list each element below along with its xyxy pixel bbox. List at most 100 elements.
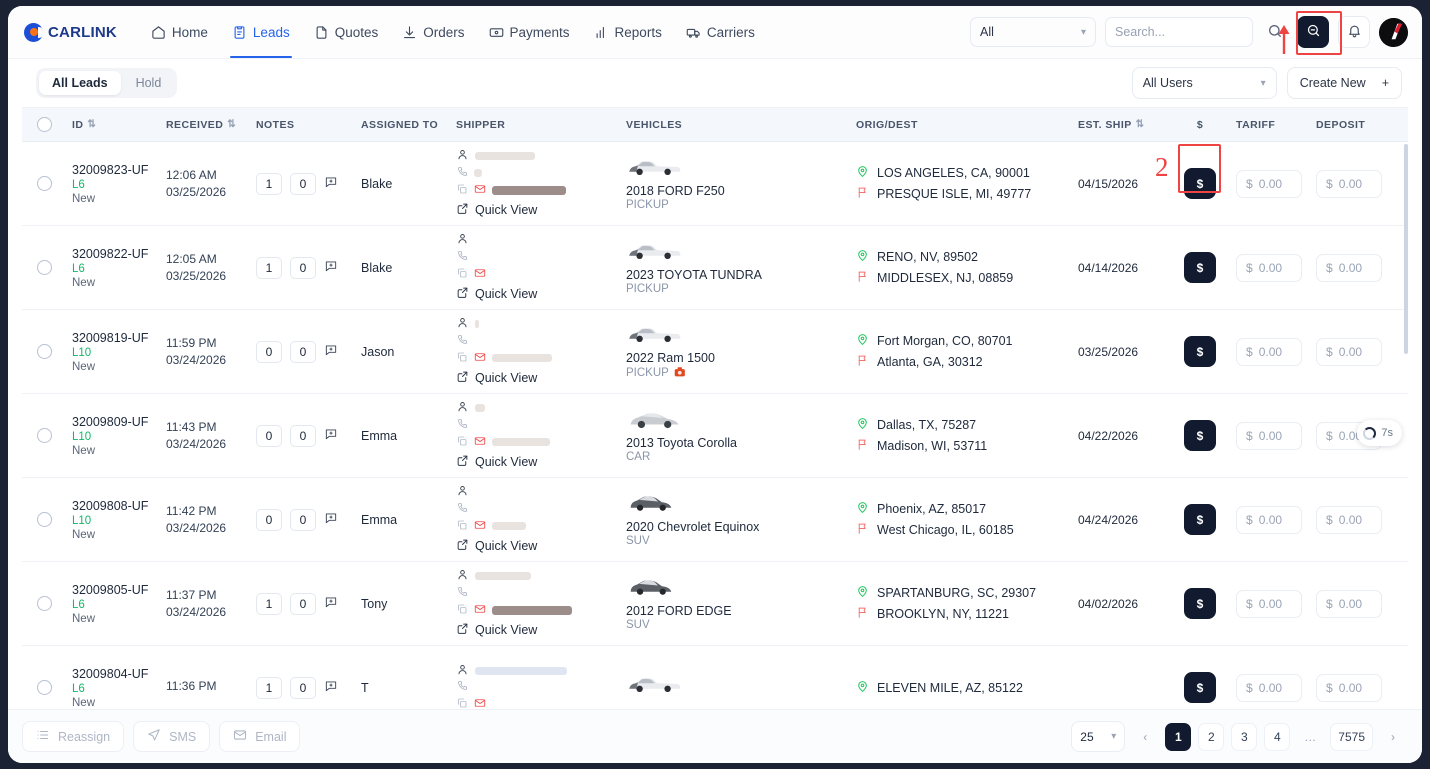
notes-count-b[interactable]: 0 — [290, 676, 316, 699]
copy-icon[interactable] — [456, 519, 468, 534]
mail-icon[interactable] — [474, 183, 486, 198]
table-row[interactable]: 32009805-UF L6 New 11:37 PM 03/24/2026 1 0 Tony… — [22, 562, 1408, 646]
column-header-received[interactable]: RECEIVED ⇅ — [166, 119, 256, 131]
notes-count-b[interactable]: 0 — [290, 424, 316, 447]
search-icon-button[interactable] — [1262, 17, 1288, 47]
pagination-page-2[interactable]: 2 — [1198, 722, 1225, 751]
brand-logo[interactable]: CARLINK — [18, 22, 127, 42]
mail-icon[interactable] — [474, 267, 486, 282]
row-checkbox[interactable] — [37, 512, 52, 527]
create-new-button[interactable]: Create New + — [1286, 67, 1402, 99]
row-id-cell[interactable]: 32009822-UF L6 New — [72, 247, 166, 289]
mail-icon[interactable] — [474, 519, 486, 534]
tab-all-leads[interactable]: All Leads — [39, 71, 121, 95]
copy-icon[interactable] — [456, 697, 468, 709]
notes-count-a[interactable]: 1 — [256, 676, 282, 699]
pagination-page-7575[interactable]: 7575 — [1330, 722, 1373, 751]
deposit-input[interactable]: $0.00 — [1316, 169, 1382, 198]
copy-icon[interactable] — [456, 351, 468, 366]
user-filter-select[interactable]: All Users ▾ — [1131, 67, 1277, 99]
row-id-cell[interactable]: 32009805-UF L6 New — [72, 583, 166, 625]
select-all-checkbox[interactable] — [37, 117, 52, 132]
nav-item-carriers[interactable]: Carriers — [676, 6, 765, 58]
sms-button[interactable]: SMS — [133, 721, 211, 752]
tariff-input[interactable]: $0.00 — [1236, 589, 1302, 618]
user-avatar[interactable] — [1379, 17, 1408, 47]
mail-icon[interactable] — [474, 435, 486, 450]
table-row[interactable]: 32009809-UF L10 New 11:43 PM 03/24/2026 0 0 Emm… — [22, 394, 1408, 478]
row-checkbox[interactable] — [37, 344, 52, 359]
add-note-icon[interactable] — [324, 595, 338, 612]
row-id-cell[interactable]: 32009823-UF L6 New — [72, 163, 166, 205]
row-5-dollar-button[interactable]: $ — [1184, 504, 1216, 535]
search-input[interactable] — [1115, 25, 1243, 39]
row-id-cell[interactable]: 32009809-UF L10 New — [72, 415, 166, 457]
notes-count-b[interactable]: 0 — [290, 256, 316, 279]
tariff-input[interactable]: $0.00 — [1236, 169, 1302, 198]
notes-count-b[interactable]: 0 — [290, 592, 316, 615]
row-checkbox[interactable] — [37, 176, 52, 191]
row-checkbox[interactable] — [37, 596, 52, 611]
column-header-id[interactable]: ID ⇅ — [72, 119, 166, 131]
mail-icon[interactable] — [474, 603, 486, 618]
copy-icon[interactable] — [456, 603, 468, 618]
add-note-icon[interactable] — [324, 679, 338, 696]
email-button[interactable]: Email — [219, 721, 301, 752]
row-id-cell[interactable]: 32009808-UF L10 New — [72, 499, 166, 541]
notes-count-a[interactable]: 0 — [256, 508, 282, 531]
add-note-icon[interactable] — [324, 427, 338, 444]
deposit-input[interactable]: $0.00 — [1316, 505, 1382, 534]
search-input-wrapper[interactable] — [1105, 17, 1253, 47]
row-checkbox[interactable] — [37, 680, 52, 695]
tariff-input[interactable]: $0.00 — [1236, 421, 1302, 450]
quick-view-button[interactable]: Quick View — [456, 622, 626, 638]
advanced-search-button[interactable] — [1297, 16, 1329, 48]
nav-item-orders[interactable]: Orders — [392, 6, 474, 58]
row-checkbox[interactable] — [37, 260, 52, 275]
deposit-input[interactable]: $0.00 — [1316, 337, 1382, 366]
notes-count-b[interactable]: 0 — [290, 172, 316, 195]
nav-item-home[interactable]: Home — [141, 6, 218, 58]
add-note-icon[interactable] — [324, 259, 338, 276]
table-row[interactable]: 32009822-UF L6 New 12:05 AM 03/25/2026 1 0 Blak… — [22, 226, 1408, 310]
deposit-input[interactable]: $0.00 — [1316, 253, 1382, 282]
pagination-prev[interactable]: ‹ — [1132, 723, 1158, 751]
pagination-page-3[interactable]: 3 — [1231, 722, 1258, 751]
table-row[interactable]: 32009823-UF L6 New 12:06 AM 03/25/2026 1 0 Blak… — [22, 142, 1408, 226]
tariff-input[interactable]: $0.00 — [1236, 337, 1302, 366]
notes-count-b[interactable]: 0 — [290, 340, 316, 363]
copy-icon[interactable] — [456, 183, 468, 198]
scope-filter-select[interactable]: All ▾ — [970, 17, 1096, 47]
table-row[interactable]: 32009819-UF L10 New 11:59 PM 03/24/2026 0 0 Jas… — [22, 310, 1408, 394]
row-4-dollar-button[interactable]: $ — [1184, 420, 1216, 451]
quick-view-button[interactable]: Quick View — [456, 202, 626, 218]
row-id-cell[interactable]: 32009804-UF L6 New — [72, 667, 166, 709]
row-3-dollar-button[interactable]: $ — [1184, 336, 1216, 367]
copy-icon[interactable] — [456, 267, 468, 282]
deposit-input[interactable]: $0.00 — [1316, 589, 1382, 618]
pagination-page-4[interactable]: 4 — [1264, 722, 1291, 751]
row-6-dollar-button[interactable]: $ — [1184, 588, 1216, 619]
row-7-dollar-button[interactable]: $ — [1184, 672, 1216, 703]
nav-item-quotes[interactable]: Quotes — [304, 6, 389, 58]
add-note-icon[interactable] — [324, 511, 338, 528]
quick-view-button[interactable]: Quick View — [456, 538, 626, 554]
quick-view-button[interactable]: Quick View — [456, 286, 626, 302]
mail-icon[interactable] — [474, 351, 486, 366]
add-note-icon[interactable] — [324, 175, 338, 192]
row-1-dollar-button[interactable]: $ — [1184, 168, 1216, 199]
tab-hold[interactable]: Hold — [123, 71, 175, 95]
row-checkbox[interactable] — [37, 428, 52, 443]
notes-count-a[interactable]: 1 — [256, 256, 282, 279]
table-row[interactable]: 32009808-UF L10 New 11:42 PM 03/24/2026 0 0 Emm… — [22, 478, 1408, 562]
row-2-dollar-button[interactable]: $ — [1184, 252, 1216, 283]
notes-count-a[interactable]: 0 — [256, 340, 282, 363]
column-header-est-ship[interactable]: EST. SHIP ⇅ — [1078, 119, 1164, 131]
notifications-button[interactable] — [1338, 16, 1370, 48]
quick-view-button[interactable]: Quick View — [456, 454, 626, 470]
notes-count-a[interactable]: 1 — [256, 172, 282, 195]
pagination-next[interactable]: › — [1380, 723, 1406, 751]
nav-item-leads[interactable]: Leads — [222, 6, 300, 58]
tariff-input[interactable]: $0.00 — [1236, 505, 1302, 534]
row-id-cell[interactable]: 32009819-UF L10 New — [72, 331, 166, 373]
